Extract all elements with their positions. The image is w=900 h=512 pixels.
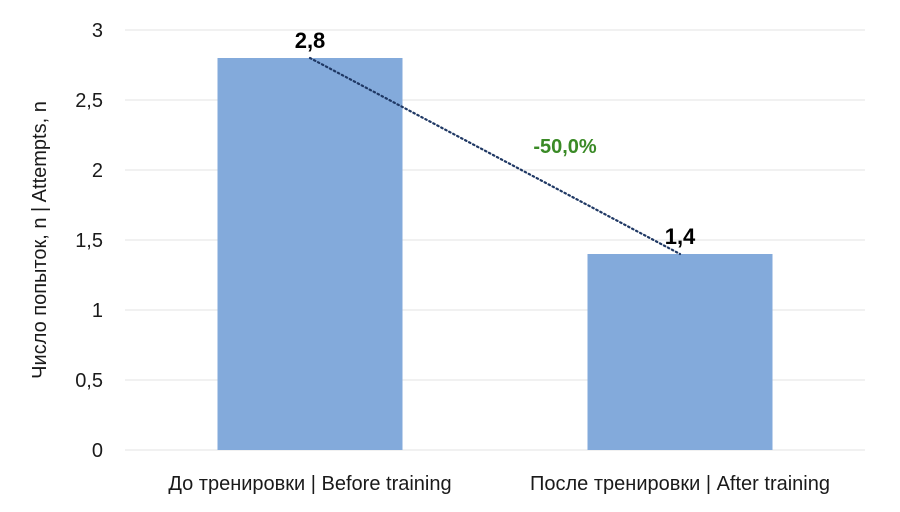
change-connector xyxy=(308,56,682,256)
change-annotation: -50,0% xyxy=(533,136,597,158)
y-tick-label: 3 xyxy=(92,20,103,42)
category-label: До тренировки | Before training xyxy=(168,473,451,495)
y-tick-label: 2 xyxy=(92,160,103,182)
data-label: 2,8 xyxy=(295,28,326,53)
data-label: 1,4 xyxy=(665,224,696,249)
bar xyxy=(587,254,773,450)
y-axis-title: Число попыток, n | Attempts, n xyxy=(29,101,51,379)
data-labels: 2,8 1,4 xyxy=(295,28,696,249)
y-tick-label: 1 xyxy=(92,300,103,322)
change-connector-line xyxy=(308,56,682,256)
x-axis-categories: До тренировки | Before training После тре… xyxy=(168,473,830,495)
bar xyxy=(217,58,403,450)
y-axis-ticks: 0 0,5 1 1,5 2 2,5 3 xyxy=(75,20,103,462)
category-label: После тренировки | After training xyxy=(530,473,830,495)
y-tick-label: 0,5 xyxy=(75,370,103,392)
y-tick-label: 1,5 xyxy=(75,230,103,252)
y-tick-label: 2,5 xyxy=(75,90,103,112)
y-tick-label: 0 xyxy=(92,440,103,462)
bars xyxy=(217,58,773,450)
